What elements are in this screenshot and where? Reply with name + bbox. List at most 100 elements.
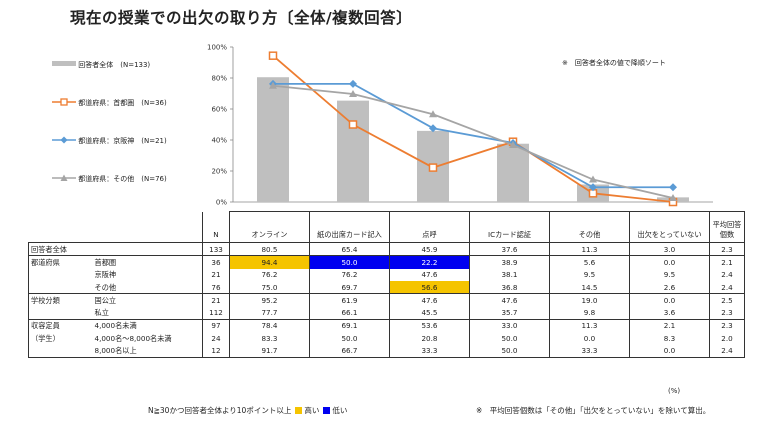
table-row: 8,000名以上 12 91.7 66.7 33.3 50.0 33.3 0.0 2.4 [28,344,745,358]
row-value: 9.8 [549,306,630,320]
row-value: 50.0 [309,332,390,345]
row-avg: 2.3 [709,241,745,256]
row-value: 77.7 [229,306,310,320]
high-swatch-icon [295,407,303,414]
header-cell: オンライン [229,211,310,243]
row-value: 14.5 [549,280,630,294]
row-value: 78.4 [229,318,310,333]
point-triangle [269,81,277,89]
legend-item-keihanshin: 都道府県：京阪神 (N=21) [52,136,167,146]
row-group-label [28,344,93,358]
y-tick-label: 20% [211,168,227,176]
y-tick-label: 100% [207,44,227,52]
row-value: 2.6 [629,280,710,294]
point-triangle [509,140,517,148]
row-value: 76.2 [309,268,390,281]
point-diamond [589,183,597,192]
header-blank-sub [92,211,203,243]
chart-plot: 0% 20% 40% 60% 80% 100% [207,44,713,207]
row-group-label [28,268,93,281]
table-row: 私立 112 77.7 66.1 45.5 35.7 9.8 3.6 2.3 [28,306,745,320]
row-n: 21 [202,293,230,307]
row-value: 35.7 [469,306,550,320]
row-value: 50.0 [309,255,390,269]
y-tick-label: 80% [211,75,227,83]
row-value: 33.3 [549,344,630,358]
row-value: 45.9 [389,241,470,256]
row-value: 83.3 [229,332,310,345]
row-value: 9.5 [549,268,630,281]
point-square [348,120,358,129]
row-group-label: 収容定員 [28,318,93,333]
legend-item-overall: 回答者全体 (N=133) [52,60,150,70]
chart-title: 現在の授業での出欠の取り方〔全体/複数回答〕 [70,9,413,27]
series-line-square [272,54,674,203]
row-avg: 2.4 [709,344,745,358]
table-row: その他 76 75.0 69.7 56.6 36.8 14.5 2.6 2.4 [28,280,745,294]
row-group-label: 都道府県 [28,255,93,269]
point-diamond [349,79,357,88]
point-triangle [429,110,437,118]
row-group-label [28,280,93,294]
row-value: 53.6 [389,318,470,333]
legend-square-marker-icon [52,98,76,106]
header-avg: 平均回答個数 [709,211,745,243]
row-value: 11.3 [549,318,630,333]
table-row: 京阪神 21 76.2 76.2 47.6 38.1 9.5 9.5 2.4 [28,268,745,281]
row-value: 33.3 [389,344,470,358]
legend-diamond-marker-icon [52,136,76,144]
table-row: 収容定員 4,000名未満 97 78.4 69.1 53.6 33.0 11.3 2.1 2.3 [28,318,745,333]
point-triangle [669,193,677,201]
row-value: 94.4 [229,255,310,269]
row-value: 91.7 [229,344,310,358]
row-avg: 2.5 [709,293,745,307]
data-table: N オンライン 紙の出席カード記入 点呼 ICカード認証 その他 出欠をとっていない 平均回答… [28,211,745,358]
table-row: 都道府県 首都圏 36 94.4 50.0 22.2 38.9 5.6 0.0 2.1 [28,255,745,269]
row-sub-label: 国公立 [92,293,203,307]
row-sub-label [92,241,203,256]
row-sub-label: 私立 [92,306,203,320]
row-sub-label: その他 [92,280,203,294]
row-value: 56.6 [389,280,470,294]
row-value: 66.7 [309,344,390,358]
row-value: 50.0 [469,344,550,358]
average-note: ※ 平均回答個数は「その他」「出欠をとっていない」を除いて算出。 [476,406,711,415]
row-avg: 2.1 [709,255,745,269]
low-swatch-icon [323,407,331,414]
row-value: 3.0 [629,241,710,256]
row-avg: 2.3 [709,306,745,320]
header-n: N [213,230,219,239]
row-value: 45.5 [389,306,470,320]
bar-overall [497,143,529,202]
row-value: 2.1 [629,318,710,333]
header-cell: 紙の出席カード記入 [309,211,390,243]
row-n: 112 [209,308,223,318]
row-value: 61.9 [309,293,390,307]
row-value: 47.6 [469,293,550,307]
percent-unit: (%) [668,387,681,395]
row-value: 3.6 [629,306,710,320]
row-n: 133 [202,241,230,256]
bar-overall [337,100,369,202]
row-value: 69.1 [309,318,390,333]
legend-label-overall: 回答者全体 (N=133) [78,61,151,69]
y-tick-label: 60% [211,106,227,114]
row-value: 9.5 [629,268,710,281]
point-triangle [349,89,357,97]
row-value: 19.0 [549,293,630,307]
row-n: 36 [202,255,230,269]
header-cell: その他 [549,211,630,243]
row-value: 22.2 [389,255,470,269]
legend-bar-swatch-icon [52,61,76,66]
row-avg: 2.3 [709,318,745,333]
row-value: 5.6 [549,255,630,269]
row-value: 36.8 [469,280,550,294]
row-value: 0.0 [629,293,710,307]
row-sub-label: 4,000名～8,000名未満 [92,332,203,345]
header-cell: ICカード認証 [469,211,550,243]
row-sub-label: 4,000名未満 [92,318,203,333]
y-tick-label: 40% [211,137,227,145]
legend-item-shutoken: 都道府県：首都圏 (N=36) [52,98,167,108]
row-avg: 2.0 [709,332,745,345]
row-value: 69.7 [309,280,390,294]
